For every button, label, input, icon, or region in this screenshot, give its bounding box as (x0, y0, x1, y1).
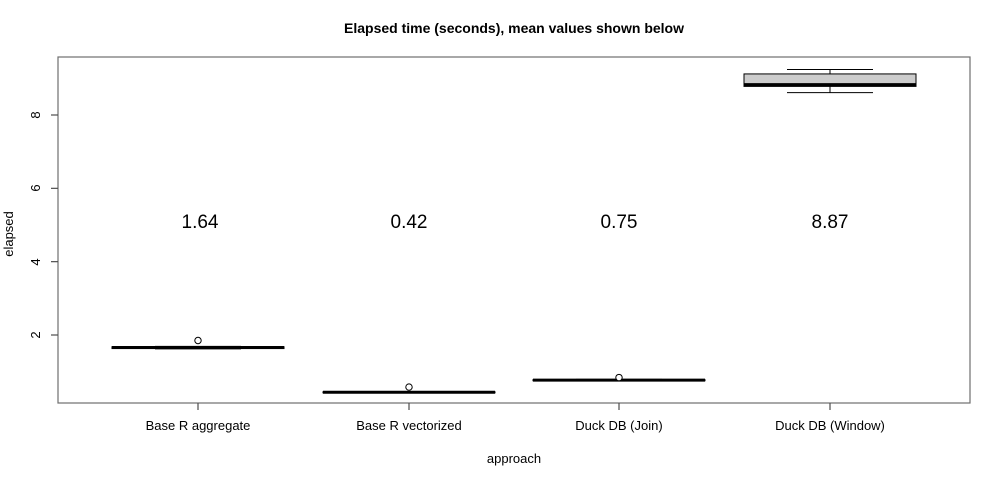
outlier-point (405, 383, 413, 391)
y-axis-title: elapsed (1, 211, 16, 257)
y-tick-label: 4 (28, 258, 43, 266)
y-tick-label: 8 (28, 111, 43, 119)
mean-value-label: 0.75 (600, 212, 638, 233)
y-tick-label: 2 (28, 331, 43, 339)
plot-frame (57, 56, 971, 404)
outlier-point (615, 373, 623, 382)
x-axis-title: approach (486, 451, 542, 466)
mean-value-label: 1.64 (181, 212, 219, 233)
mean-value-label: 0.42 (390, 212, 428, 233)
x-tick-label: Base R vectorized (356, 418, 462, 433)
chart-title: Elapsed time (seconds), mean values show… (344, 20, 684, 36)
outlier-point (194, 336, 202, 345)
y-tick-label: 6 (28, 184, 43, 192)
x-tick-label: Duck DB (Join) (575, 418, 663, 433)
mean-value-label: 8.87 (811, 212, 849, 233)
x-tick-label: Base R aggregate (145, 418, 251, 433)
x-tick-label: Duck DB (Window) (775, 418, 885, 433)
